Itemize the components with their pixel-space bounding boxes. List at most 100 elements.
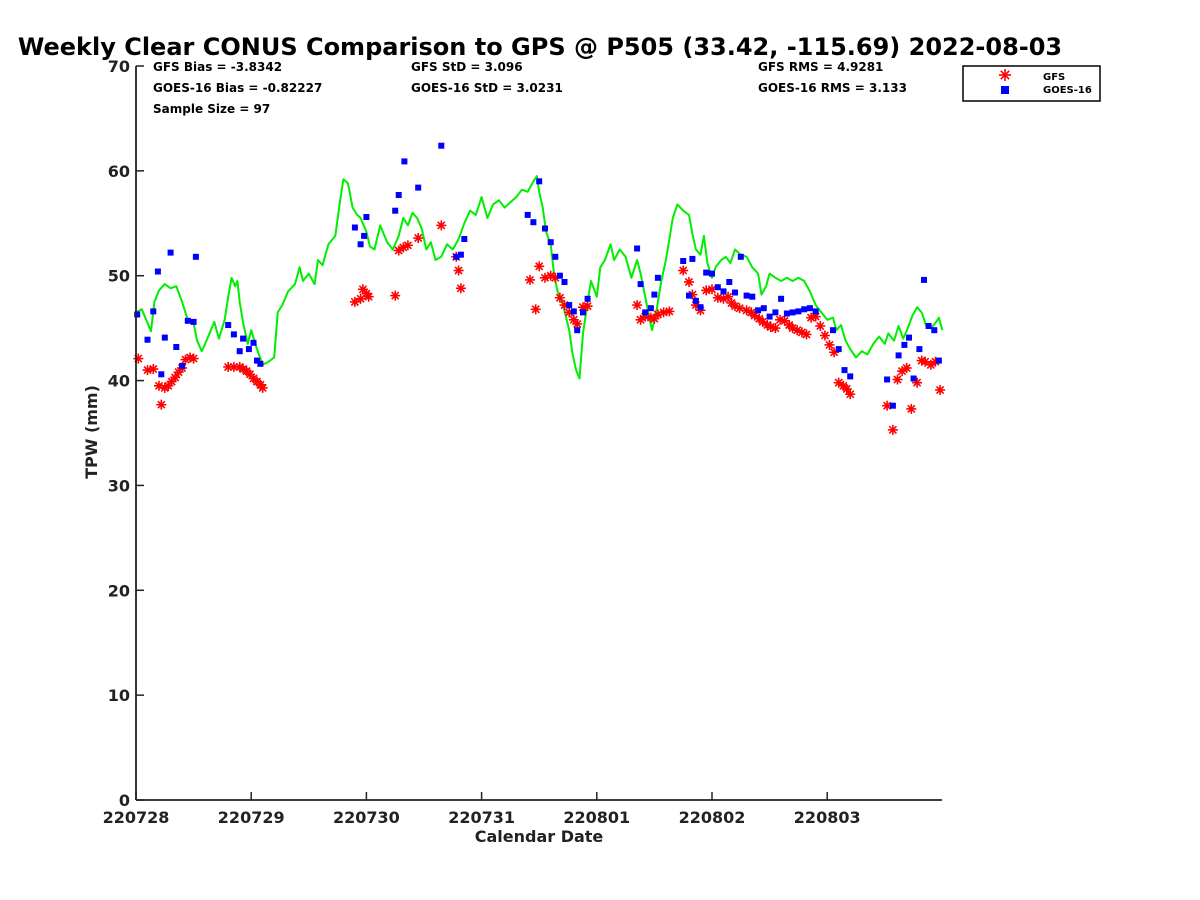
gfs-point: [363, 291, 374, 302]
goes16-point: [642, 309, 649, 316]
y-tick-label: 20: [108, 581, 130, 600]
goes16-point: [179, 362, 186, 369]
goes16-point: [580, 309, 586, 316]
goes16-series: [134, 142, 942, 409]
goes16-point: [574, 327, 581, 334]
gfs-point: [935, 385, 946, 395]
goes16-point: [158, 371, 165, 378]
stat-goes-bias: GOES-16 Bias = -0.82227: [153, 81, 322, 95]
goes16-point: [584, 295, 591, 302]
goes16-point: [530, 219, 537, 226]
goes16-point: [901, 341, 908, 348]
goes16-point: [173, 344, 180, 350]
goes16-point: [925, 323, 932, 329]
gfs-point: [390, 290, 401, 301]
goes16-point: [778, 295, 785, 302]
gfs-point: [664, 306, 675, 317]
goes16-point: [438, 142, 445, 149]
goes16-point: [795, 308, 802, 315]
x-tick-label: 220729: [218, 808, 285, 827]
goes16-point: [154, 268, 161, 275]
goes16-point: [737, 253, 744, 260]
goes16-point: [884, 376, 891, 383]
x-tick-label: 220801: [563, 808, 630, 827]
goes16-point: [150, 308, 157, 315]
goes16-point: [363, 214, 370, 220]
goes16-point: [392, 207, 399, 214]
goes16-point: [806, 305, 813, 312]
goes16-point: [647, 305, 654, 312]
goes16-point: [192, 253, 199, 260]
goes16-point: [847, 373, 854, 380]
goes16-point: [134, 311, 141, 318]
gfs-point: [554, 292, 565, 303]
legend-box: [962, 65, 1101, 102]
goes16-point: [783, 310, 790, 317]
goes16-point: [651, 291, 658, 298]
gfs-point: [632, 300, 643, 311]
chart-title: Weekly Clear CONUS Comparison to GPS @ P…: [18, 33, 1062, 61]
goes16-point: [732, 289, 738, 296]
gfs-point: [678, 265, 689, 276]
goes16-point: [167, 249, 174, 256]
goes16-point: [245, 346, 252, 353]
goes16-point: [680, 258, 687, 264]
gfs-point: [188, 353, 199, 364]
goes16-point: [552, 253, 559, 260]
goes16-point: [703, 269, 710, 276]
goes16-point: [257, 360, 264, 367]
legend: GFS GOES-16: [962, 65, 1101, 102]
goes16-point: [250, 339, 257, 346]
gfs-point: [257, 382, 268, 393]
goes16-point: [570, 308, 577, 315]
legend-goes-marker: [1001, 86, 1009, 94]
stat-goes-std: GOES-16 StD = 3.0231: [411, 81, 563, 95]
stat-gfs-rms: GFS RMS = 4.9281: [758, 60, 883, 74]
goes16-point: [910, 375, 917, 382]
goes16-point: [766, 313, 773, 320]
goes16-point: [906, 334, 912, 341]
goes16-point: [743, 292, 750, 299]
x-tick-label: 220730: [333, 808, 400, 827]
stat-gfs-bias: GFS Bias = -3.8342: [153, 60, 282, 74]
gfs-point: [413, 233, 424, 243]
goes16-point: [921, 276, 927, 283]
legend-goes-label: GOES-16: [1043, 85, 1092, 96]
goes16-point: [692, 297, 699, 304]
axes: 0 10 20 30 40 50 60 70 220728 220729 220730 220731 2…: [103, 57, 942, 827]
x-tick-label: 220803: [794, 808, 861, 827]
goes16-point: [789, 309, 796, 316]
gfs-point: [824, 339, 835, 350]
goes16-point: [542, 225, 548, 232]
stat-gfs-std: GFS StD = 3.096: [411, 60, 523, 74]
legend-gfs-label: GFS: [1043, 72, 1065, 83]
goes16-point: [686, 292, 692, 299]
goes16-point: [395, 192, 402, 198]
goes16-point: [351, 224, 358, 231]
x-tick-label: 220802: [679, 808, 746, 827]
goes16-point: [637, 281, 644, 288]
goes16-point: [453, 253, 460, 260]
legend-gfs-asterisk: [999, 69, 1011, 81]
legend-gfs-marker: [999, 69, 1011, 81]
gfs-point: [582, 301, 593, 312]
gfs-point: [402, 240, 413, 251]
x-axis-label: Calendar Date: [475, 827, 604, 846]
goes16-point: [689, 255, 696, 262]
y-tick-label: 10: [108, 686, 130, 705]
goes16-point: [634, 245, 641, 252]
goes16-point: [236, 348, 243, 355]
goes16-point: [184, 317, 191, 324]
goes16-point: [935, 357, 942, 364]
goes16-point: [895, 352, 902, 359]
x-tick-label: 220728: [103, 808, 170, 827]
goes16-point: [556, 272, 563, 279]
gfs-point: [530, 304, 541, 315]
goes16-point: [801, 306, 808, 313]
gfs-point: [684, 277, 694, 287]
gfs-point: [901, 363, 912, 373]
gfs-series: [133, 220, 946, 435]
y-axis-label: TPW (mm): [82, 385, 101, 479]
goes16-point: [697, 304, 704, 311]
